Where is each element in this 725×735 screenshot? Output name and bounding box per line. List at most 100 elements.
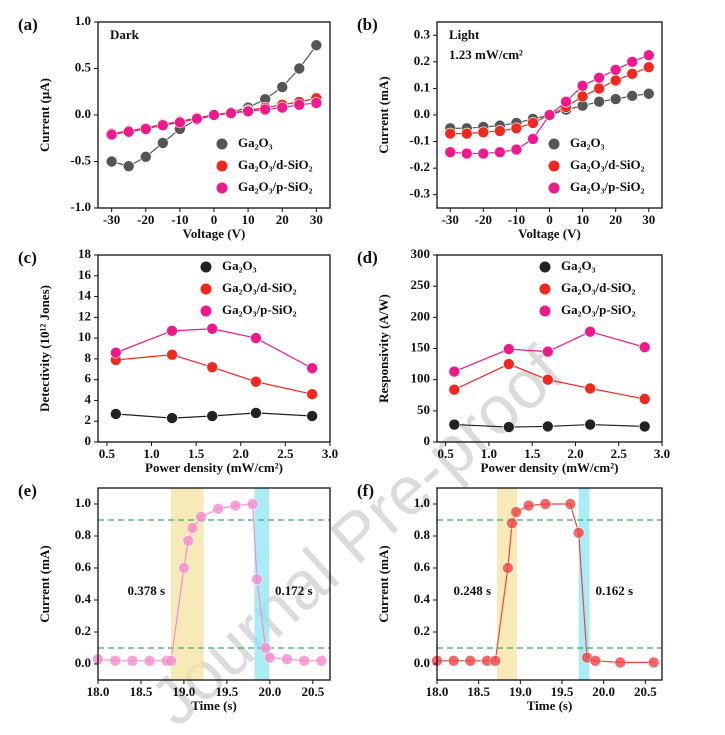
y-tick-label: 50 xyxy=(417,402,430,417)
data-point xyxy=(614,656,627,669)
data-point xyxy=(157,119,169,132)
data-point xyxy=(584,418,596,431)
legend-label: Ga₂O₃ xyxy=(561,258,596,273)
x-tick-label: 18.0 xyxy=(426,684,449,699)
legend-label: Ga₂O₃ xyxy=(570,135,605,150)
x-axis-label: Time (s) xyxy=(191,698,237,713)
data-point xyxy=(315,654,328,667)
data-point xyxy=(576,90,589,103)
y-tick-label: 0.0 xyxy=(75,655,91,670)
x-tick-label: 20.5 xyxy=(301,684,324,699)
y-tick-label: 10 xyxy=(78,329,91,344)
legend-marker xyxy=(548,138,560,150)
data-point xyxy=(626,90,639,102)
data-point xyxy=(642,61,655,73)
legend-label: Ga₂O₃/d-SiO₂ xyxy=(238,157,313,172)
data-point xyxy=(166,348,178,361)
data-point xyxy=(541,345,554,358)
x-tick-label: 20.0 xyxy=(592,684,615,699)
data-point xyxy=(638,393,651,405)
x-tick-label: 18.5 xyxy=(130,684,153,699)
y-tick-label: 300 xyxy=(411,246,431,261)
data-point xyxy=(460,147,473,160)
panel-label: (f) xyxy=(357,481,374,500)
legend-marker xyxy=(200,305,212,317)
data-point xyxy=(609,74,622,87)
legend-marker xyxy=(216,160,228,172)
data-point xyxy=(195,510,207,523)
data-point xyxy=(182,534,195,547)
y-tick-label: 1.0 xyxy=(414,495,430,510)
data-point xyxy=(494,146,506,158)
x-tick-label: 2.5 xyxy=(277,446,294,461)
legend-marker xyxy=(216,182,228,194)
panel-label: (a) xyxy=(18,15,38,34)
data-point xyxy=(259,103,271,116)
x-tick-label: 30 xyxy=(310,212,323,227)
y-axis-label: Current (mA) xyxy=(376,76,391,153)
x-axis-label: Voltage (V) xyxy=(183,226,246,241)
y-tick-label: 0.6 xyxy=(75,559,92,574)
data-point xyxy=(293,98,306,111)
data-point xyxy=(306,388,318,401)
legend-marker xyxy=(216,138,228,150)
x-tick-label: 20 xyxy=(609,212,622,227)
y-tick-label: 6 xyxy=(85,371,92,386)
y-tick-label: 150 xyxy=(411,339,431,354)
data-point xyxy=(246,498,259,510)
x-tick-label: 20 xyxy=(276,212,289,227)
data-point xyxy=(251,573,263,586)
data-point xyxy=(584,325,596,338)
x-tick-label: 1.5 xyxy=(524,446,541,461)
y-tick-label: 18 xyxy=(78,246,92,261)
data-point xyxy=(276,101,289,114)
y-tick-label: 1.0 xyxy=(75,495,91,510)
data-point xyxy=(593,82,605,95)
data-point xyxy=(576,79,589,92)
y-tick-label: -0.2 xyxy=(409,159,430,174)
data-point xyxy=(494,125,506,137)
data-point xyxy=(229,499,242,512)
y-axis-label: Current (mA) xyxy=(376,545,391,622)
data-point xyxy=(293,62,306,75)
annotation: 0.378 s xyxy=(127,583,165,598)
data-point xyxy=(522,499,535,512)
data-point xyxy=(191,112,203,125)
data-point xyxy=(250,407,262,419)
x-tick-label: 18.0 xyxy=(87,684,110,699)
data-point xyxy=(626,68,639,80)
data-point xyxy=(122,160,135,172)
data-point xyxy=(447,654,460,667)
legend-label: Ga₂O₃ xyxy=(238,135,273,150)
data-point xyxy=(464,654,477,667)
data-point xyxy=(543,109,556,121)
y-tick-label: 0.6 xyxy=(414,559,431,574)
x-tick-label: 0 xyxy=(211,212,218,227)
data-point xyxy=(178,562,190,574)
data-point xyxy=(206,322,219,335)
data-point xyxy=(503,343,515,355)
y-tick-label: 4 xyxy=(85,391,92,406)
y-tick-label: 0.2 xyxy=(414,623,430,638)
x-tick-label: 2.0 xyxy=(567,446,583,461)
y-tick-label: -0.1 xyxy=(409,133,430,148)
legend-label: Ga₂O₃/d-SiO₂ xyxy=(222,280,297,295)
data-point xyxy=(250,332,262,344)
data-point xyxy=(609,93,622,105)
y-tick-label: 0.0 xyxy=(75,106,91,121)
x-tick-label: 1.5 xyxy=(188,446,205,461)
data-point xyxy=(560,95,572,108)
data-point xyxy=(166,325,178,337)
data-point xyxy=(143,654,156,667)
data-point xyxy=(310,97,323,109)
y-tick-label: -1.0 xyxy=(70,199,91,214)
data-point xyxy=(572,526,585,539)
legend-marker xyxy=(200,283,212,295)
x-tick-label: 0.5 xyxy=(438,446,455,461)
data-point xyxy=(259,642,272,654)
x-tick-label: 19.5 xyxy=(216,684,239,699)
data-point xyxy=(186,522,199,534)
data-point xyxy=(477,147,490,160)
y-tick-label: 0.5 xyxy=(75,59,92,74)
